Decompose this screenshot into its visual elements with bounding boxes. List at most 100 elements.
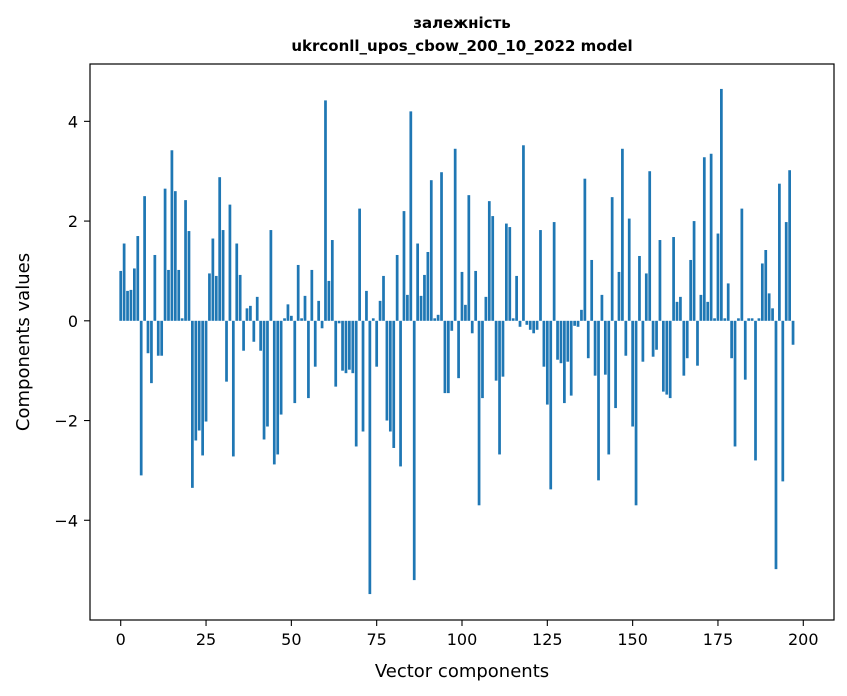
bar-168 [692, 221, 696, 321]
bar-165 [682, 320, 686, 376]
bar-51 [293, 320, 297, 404]
bar-23 [197, 320, 201, 431]
bar-116 [515, 275, 518, 321]
bar-98 [453, 148, 457, 321]
bar-1 [122, 243, 126, 321]
bar-145 [614, 320, 617, 409]
y-tick-label: 4 [68, 112, 78, 131]
bar-70 [358, 208, 361, 321]
bar-169 [696, 320, 699, 366]
bar-162 [672, 237, 675, 321]
bar-7 [143, 196, 146, 321]
x-tick-label: 75 [366, 630, 386, 649]
bar-129 [559, 320, 563, 364]
bar-57 [313, 320, 317, 367]
bar-118 [522, 145, 525, 321]
bar-107 [484, 296, 488, 321]
bar-14 [167, 269, 170, 321]
bars-layer [119, 88, 795, 595]
bar-19 [184, 200, 187, 321]
bar-100 [460, 271, 464, 321]
bar-156 [651, 320, 655, 357]
bar-47 [279, 320, 283, 415]
y-axis-ticks: −4 −2 0 2 4 [54, 112, 90, 530]
bar-49 [286, 304, 290, 321]
bar-171 [702, 157, 706, 321]
bar-142 [603, 320, 607, 375]
bar-102 [467, 195, 471, 321]
x-axis-ticks: 0 25 50 75 100 125 150 175 200 [116, 620, 819, 649]
bar-53 [300, 318, 303, 321]
bar-3 [129, 289, 133, 321]
bar-0 [119, 270, 123, 321]
bar-50 [289, 315, 293, 321]
bar-62 [330, 240, 334, 321]
bar-166 [685, 320, 689, 359]
bar-189 [764, 250, 768, 321]
bar-88 [419, 295, 423, 321]
bar-122 [535, 320, 539, 330]
bar-56 [310, 269, 314, 321]
bar-177 [723, 318, 727, 321]
bar-150 [631, 320, 635, 427]
bar-8 [146, 320, 150, 354]
bar-186 [754, 320, 757, 461]
bar-173 [709, 153, 713, 321]
bar-44 [269, 230, 273, 321]
x-tick-label: 100 [447, 630, 478, 649]
bar-131 [566, 320, 570, 362]
bar-161 [668, 320, 672, 399]
bar-188 [760, 263, 764, 321]
bar-68 [351, 320, 355, 374]
y-tick-label: −2 [54, 412, 78, 431]
bar-119 [525, 320, 529, 325]
bar-26 [208, 273, 211, 321]
bar-154 [644, 273, 648, 321]
bar-36 [242, 320, 245, 351]
bar-78 [385, 320, 389, 421]
bar-155 [648, 171, 652, 321]
bar-185 [750, 318, 754, 321]
bar-93 [436, 314, 440, 321]
bar-22 [194, 320, 198, 441]
chart-title-line-1: залежність [413, 14, 511, 32]
bar-179 [730, 320, 733, 359]
bar-149 [627, 218, 631, 321]
bar-128 [556, 320, 559, 360]
bar-9 [150, 320, 153, 384]
bar-40 [255, 296, 259, 321]
bar-191 [771, 308, 774, 321]
bar-35 [238, 274, 242, 321]
bar-153 [641, 320, 645, 362]
bar-146 [617, 271, 621, 321]
bar-133 [573, 320, 576, 326]
bar-134 [576, 320, 580, 327]
bar-174 [713, 318, 716, 321]
bar-132 [569, 320, 573, 396]
bar-58 [317, 300, 321, 321]
bar-30 [221, 230, 225, 321]
bar-137 [586, 320, 590, 359]
bar-170 [699, 294, 703, 321]
bar-95 [443, 320, 447, 394]
bar-59 [320, 320, 324, 329]
bar-55 [307, 320, 310, 399]
bar-109 [491, 216, 495, 321]
bar-72 [365, 290, 368, 321]
bar-101 [464, 304, 467, 321]
bar-180 [733, 320, 737, 447]
bar-61 [327, 280, 331, 321]
bar-196 [788, 170, 791, 321]
y-tick-label: 2 [68, 212, 78, 231]
bar-65 [341, 320, 344, 371]
x-tick-label: 200 [788, 630, 819, 649]
bar-159 [661, 320, 665, 392]
bar-103 [470, 320, 474, 334]
bar-17 [177, 269, 181, 321]
bar-54 [303, 295, 307, 321]
bar-66 [344, 320, 348, 374]
bar-121 [532, 320, 536, 334]
bar-126 [549, 320, 553, 490]
bar-190 [767, 293, 771, 321]
bar-76 [378, 300, 382, 321]
